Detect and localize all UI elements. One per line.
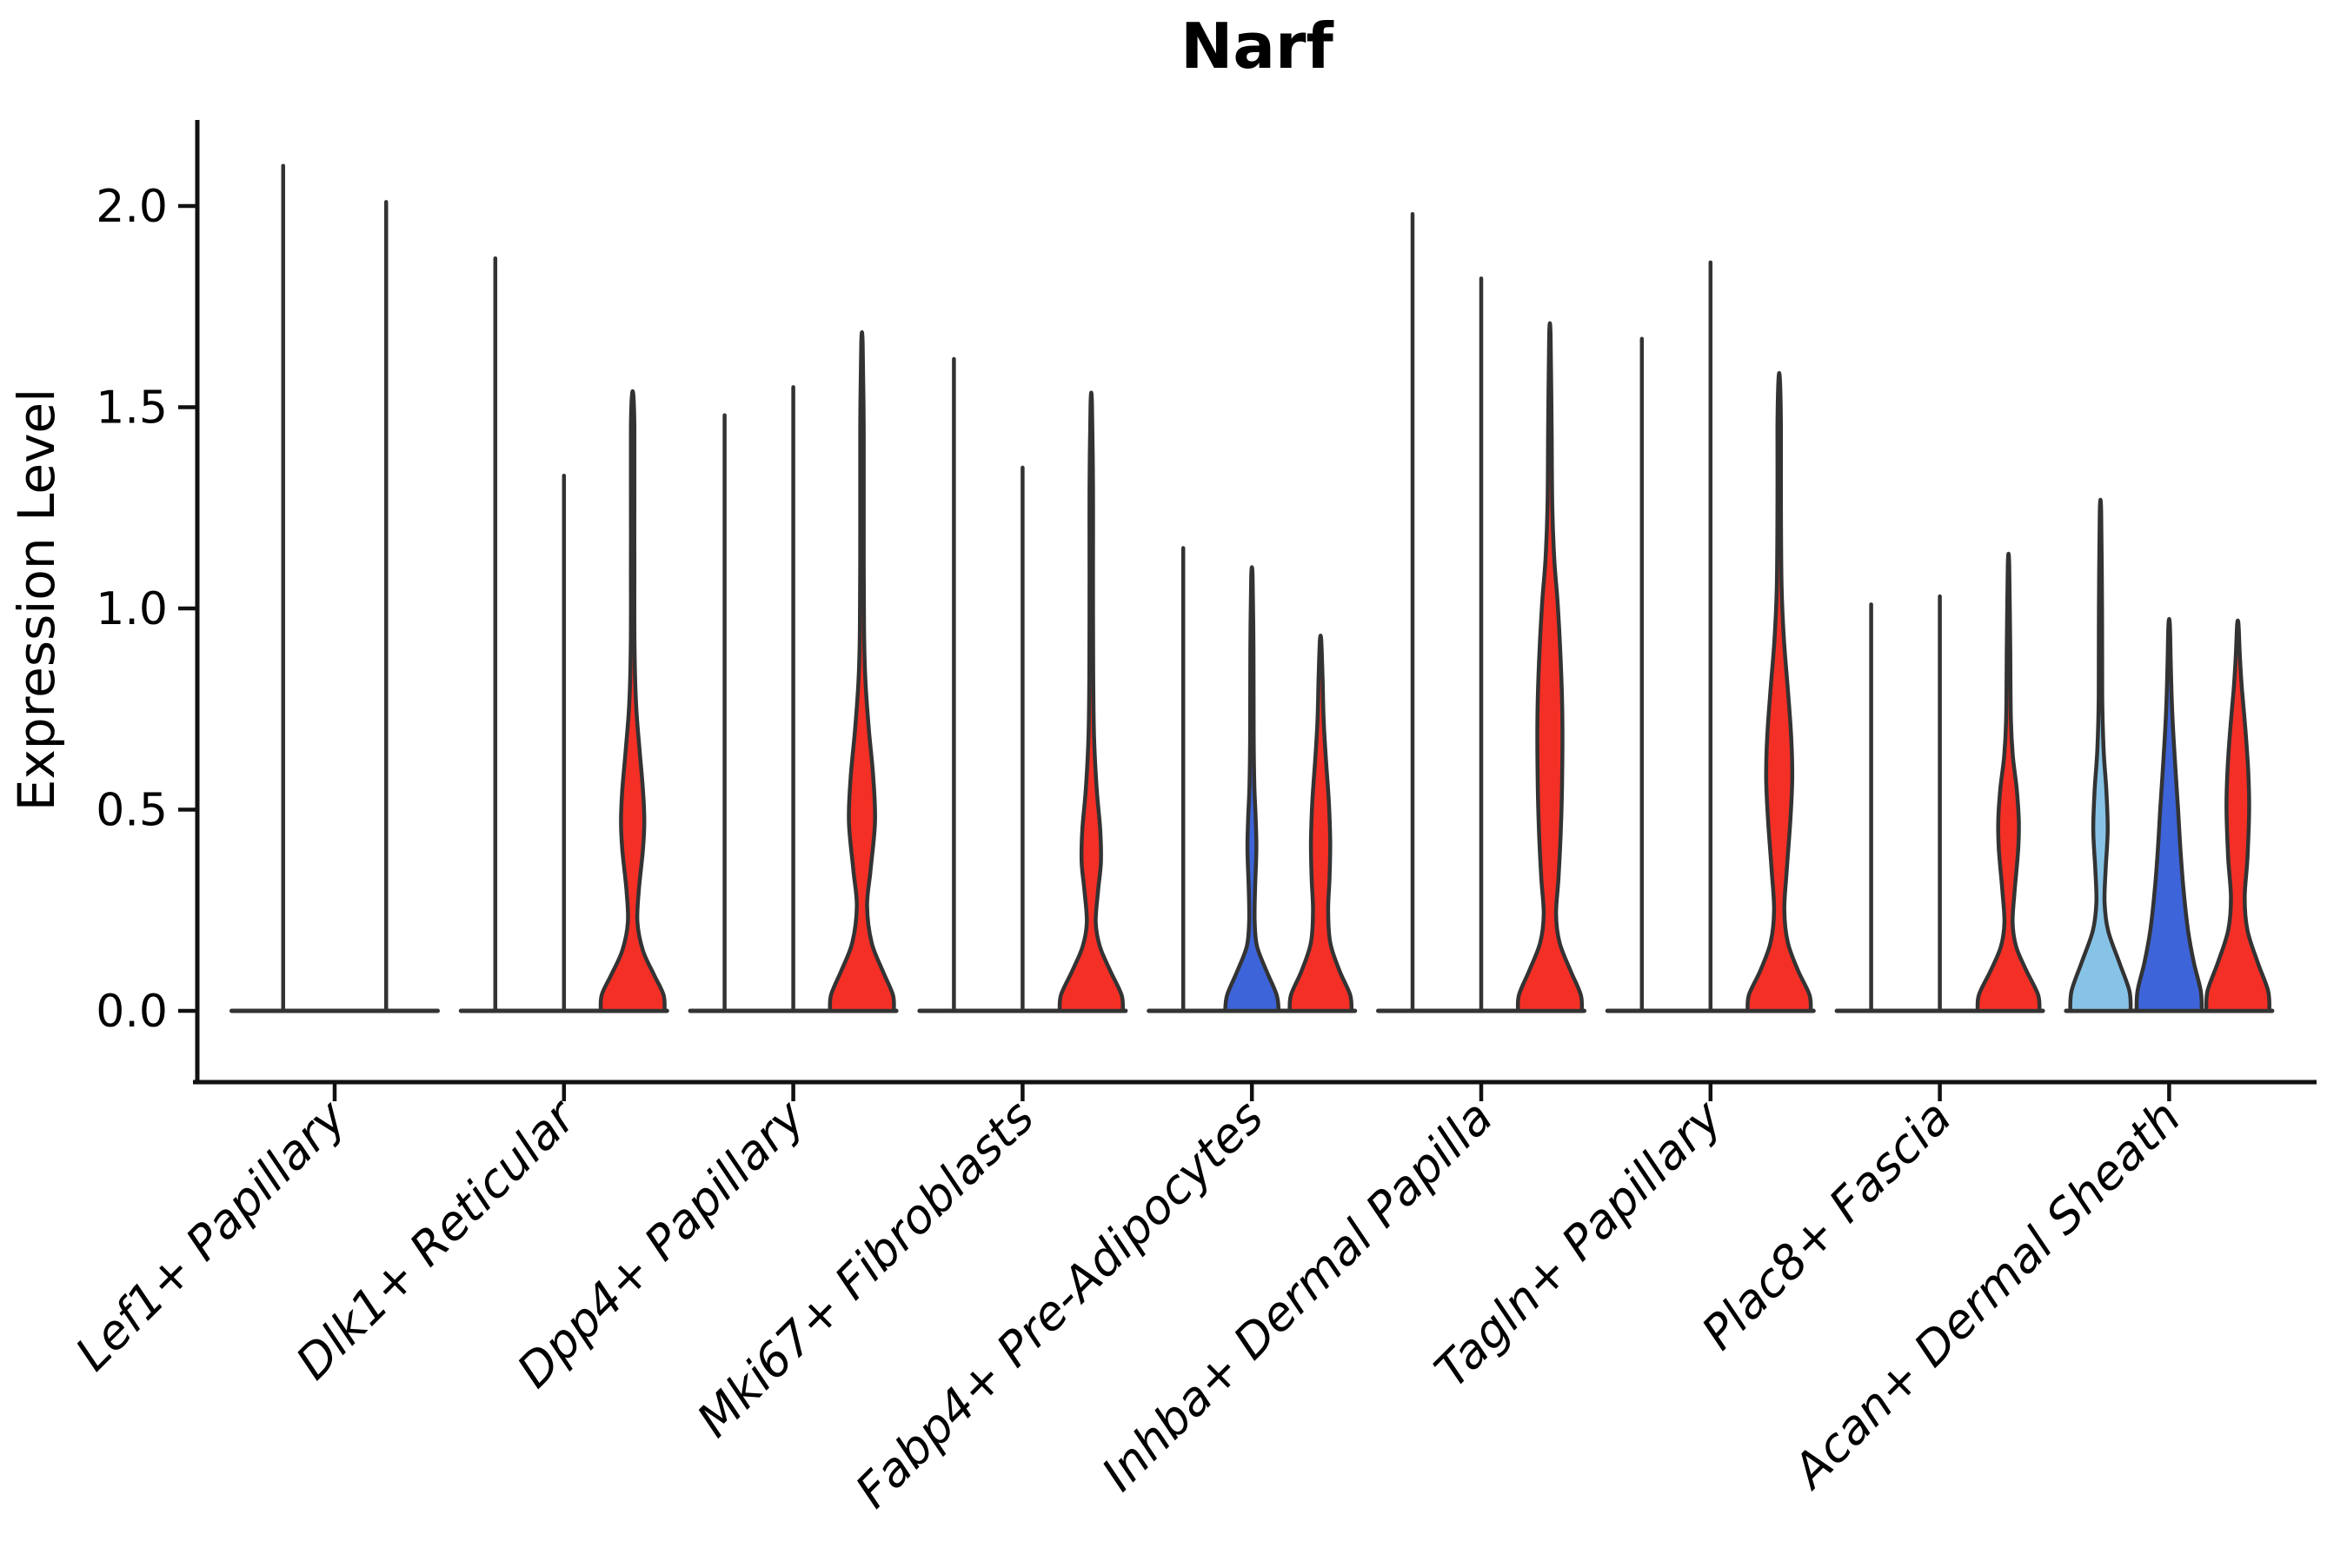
violin-group (917, 356, 1128, 1013)
violin-body-lightblue (2068, 497, 2133, 1013)
violin-group (2064, 497, 2275, 1013)
x-tick-label: Acan+ Dermal Sheath (1781, 1090, 2191, 1500)
violin-group (1834, 551, 2045, 1013)
x-tick-label: Inhba+ Dermal Papilla (1091, 1090, 1503, 1502)
violin-body-red (1975, 551, 2042, 1013)
violin-body-red (598, 389, 667, 1013)
violin-body-red (1515, 321, 1585, 1013)
violin-body-red (828, 330, 896, 1013)
plot-title: Narf (1180, 10, 1333, 83)
y-tick-label: 1.5 (96, 382, 168, 435)
violin-group (458, 256, 669, 1013)
y-tick-label: 0.0 (96, 986, 168, 1038)
y-axis-label: Expression Level (7, 389, 66, 811)
x-tick-label: Fabp4+ Pre-Adipocytes (845, 1090, 1273, 1518)
y-tick-label: 2.0 (96, 181, 168, 233)
axes (178, 120, 2317, 1101)
violin-group (229, 163, 440, 1013)
violins (229, 163, 2275, 1013)
violin-body-red (2204, 618, 2271, 1013)
violin-group (1147, 546, 1358, 1013)
violin-body-red (1287, 633, 1354, 1013)
violin-body-blue (2134, 616, 2204, 1013)
y-tick-label: 0.5 (96, 785, 168, 837)
violin-group (1605, 260, 1816, 1013)
violin-body-red (1057, 390, 1126, 1013)
violin-body-red (1745, 370, 1813, 1013)
violin-body-blue (1223, 565, 1281, 1013)
violin-group (688, 330, 899, 1013)
violin-group (1376, 212, 1586, 1013)
y-tick-label: 1.0 (96, 583, 168, 635)
